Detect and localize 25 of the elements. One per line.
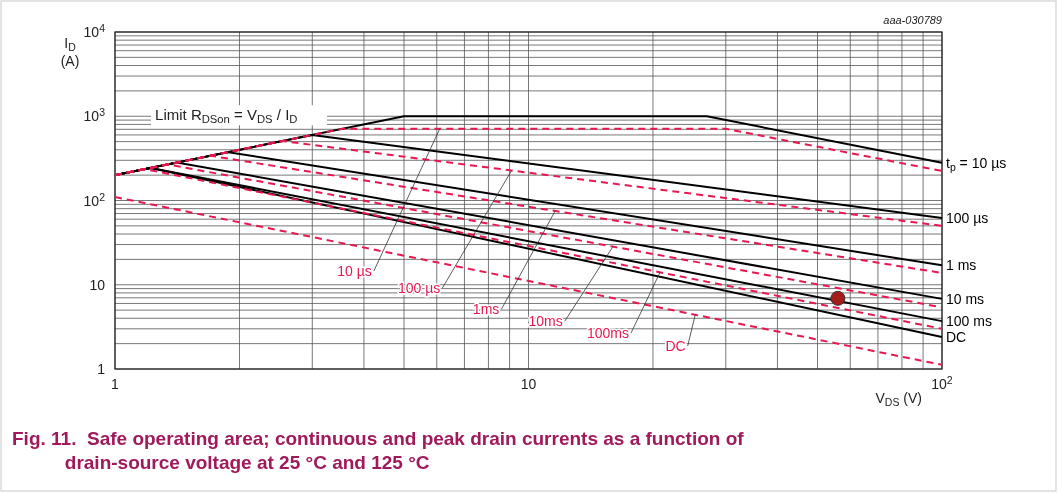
annotation: Limit R$_{DSon}$ = V$_{DS}$ / I$_{D}$: [155, 106, 298, 126]
text: aaa-030789: [883, 14, 942, 26]
y-tick-label: 10: [89, 276, 106, 293]
x-tick-label: 10: [520, 376, 537, 392]
text: 10 µs: [337, 263, 372, 280]
text: 10ms: [528, 313, 563, 330]
series-label: 10 ms: [946, 290, 985, 307]
series-label: DC: [946, 328, 967, 345]
series-label: 100 µs: [946, 209, 989, 226]
y-tick-label: 10$^{2}$: [83, 190, 106, 209]
series-label: 1 ms: [946, 257, 977, 274]
text: 100ms: [586, 325, 629, 342]
x-tick-label: 10$^{2}$: [931, 374, 953, 392]
y-tick-label: 10$^{4}$: [83, 22, 106, 40]
y-axis-title: I$_{D}$ (A): [60, 35, 80, 69]
text: 1ms: [472, 301, 500, 318]
text: 100 µs: [397, 280, 441, 297]
x-tick-label: 1: [111, 376, 120, 392]
series-label: 100 ms: [946, 313, 992, 330]
x-axis-title: V$_{DS}$ (V): [875, 390, 922, 409]
y-tick-label: 10$^{3}$: [83, 106, 106, 125]
series-label: t$_{p}$ = 10 µs: [946, 154, 1007, 174]
y-tick-label: 1: [97, 361, 106, 377]
series-label: DC: [665, 337, 686, 354]
text: Fig. 11. Safe operating area; continuous and peak drain currents as a function of drain-source voltage at 25 °C and 125 °C: [12, 428, 745, 473]
